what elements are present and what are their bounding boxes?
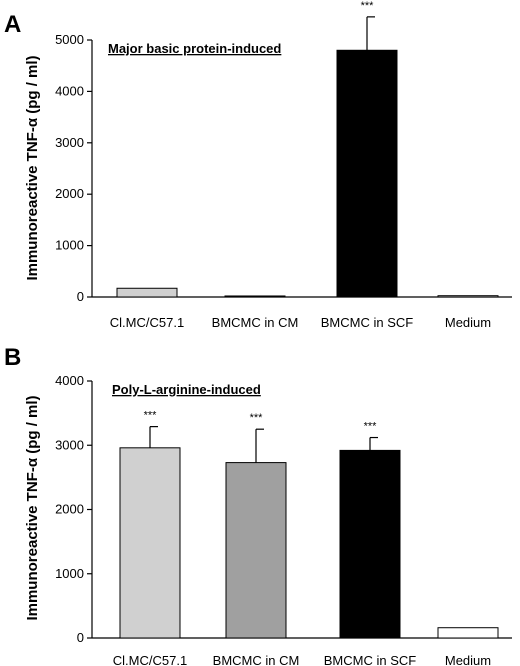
panel-a-letter: A	[4, 11, 21, 38]
category-label: Cl.MC/C57.1	[110, 315, 184, 330]
category-label: Cl.MC/C57.1	[113, 653, 187, 666]
panel-b-ylabel: Immunoreactive TNF-α (pg / ml)	[24, 395, 41, 620]
y-tick-label: 1000	[55, 566, 84, 581]
bar	[224, 295, 286, 298]
panel-b-title: Poly-L-arginine-induced	[112, 382, 261, 397]
y-tick-label: 3000	[55, 135, 84, 150]
y-tick-label: 1000	[55, 238, 84, 253]
bar	[336, 49, 398, 298]
y-tick-label: 5000	[55, 32, 84, 47]
category-label: BMCMC in SCF	[321, 315, 414, 330]
panel-b-categories: Cl.MC/C57.1 BMCMC in CM BMCMC in SCF Medium	[113, 653, 491, 666]
bar	[116, 287, 178, 298]
significance-label: ***	[144, 410, 158, 422]
bar	[225, 462, 287, 639]
bar	[437, 295, 499, 298]
panel-a-axes	[91, 40, 512, 298]
y-tick-label: 4000	[55, 373, 84, 388]
panel-a-bars: ***	[116, 0, 499, 298]
category-label: BMCMC in SCF	[324, 653, 417, 666]
significance-label: ***	[364, 421, 378, 433]
panel-a-categories: Cl.MC/C57.1 BMCMC in CM BMCMC in SCF Medium	[110, 315, 491, 330]
y-tick-label: 2000	[55, 186, 84, 201]
panel-a-ylabel: Immunoreactive TNF-α (pg / ml)	[24, 55, 41, 280]
y-tick-label: 0	[77, 630, 84, 645]
panel-a-ticks: 0 1000 2000 3000 4000 5000	[55, 32, 92, 304]
panel-b: B Immunoreactive TNF-α (pg / ml) Poly-L-…	[4, 344, 512, 666]
y-tick-label: 0	[77, 289, 84, 304]
significance-label: ***	[250, 412, 264, 424]
category-label: BMCMC in CM	[213, 653, 300, 666]
category-label: BMCMC in CM	[212, 315, 299, 330]
panel-a: A Immunoreactive TNF-α (pg / ml) Major b…	[4, 0, 512, 330]
panel-b-bars: *** *** ***	[119, 410, 499, 639]
significance-label: ***	[361, 0, 375, 12]
panel-a-title: Major basic protein-induced	[108, 41, 281, 56]
bar	[119, 447, 181, 639]
y-tick-label: 4000	[55, 83, 84, 98]
category-label: Medium	[445, 653, 491, 666]
y-tick-label: 2000	[55, 502, 84, 517]
y-tick-label: 3000	[55, 437, 84, 452]
bar	[437, 627, 499, 639]
bar	[339, 449, 401, 639]
panel-b-ticks: 0 1000 2000 3000 4000	[55, 373, 92, 645]
category-label: Medium	[445, 315, 491, 330]
panel-b-letter: B	[4, 344, 21, 371]
